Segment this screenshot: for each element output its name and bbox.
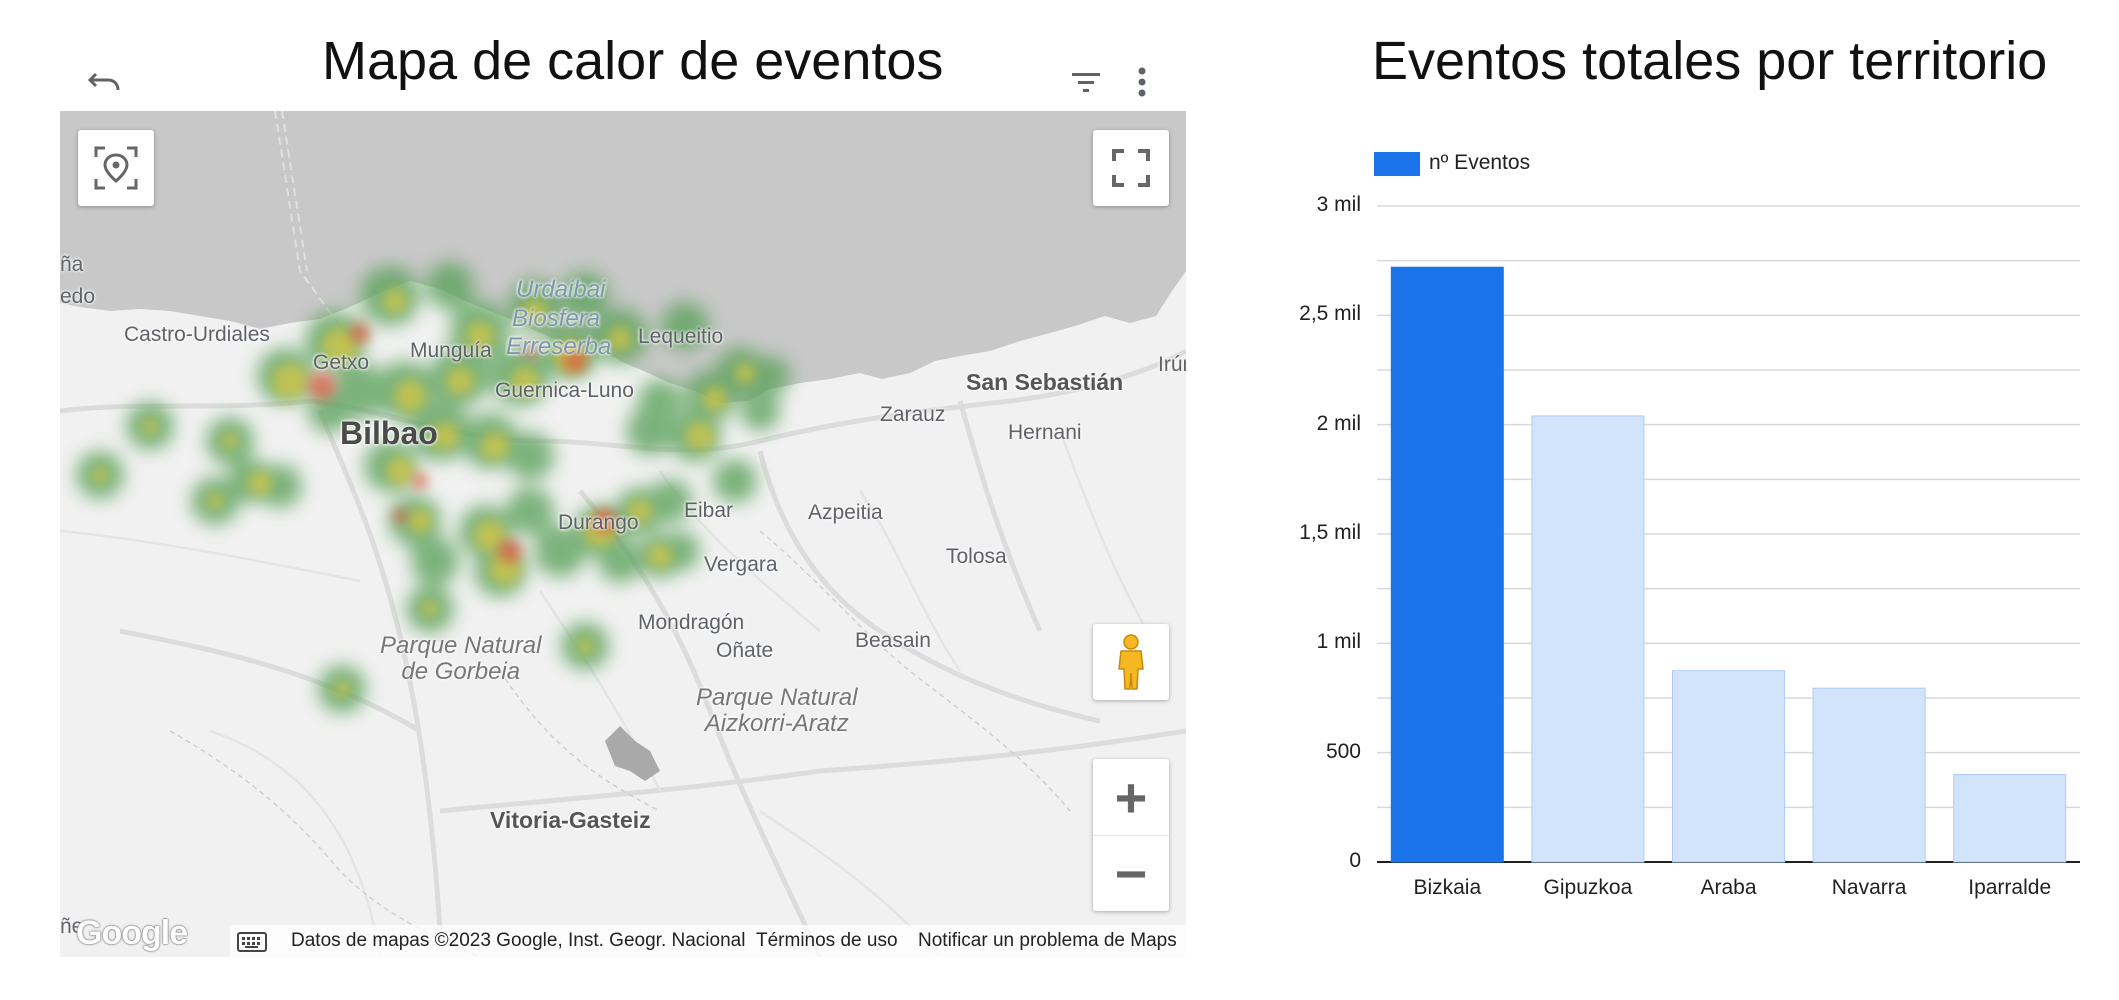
zoom-controls: + − <box>1093 759 1169 911</box>
map-label-guernica-luno: Guernica-Luno <box>495 379 634 402</box>
map-data-attribution: Datos de mapas ©2023 Google, Inst. Geogr… <box>291 930 746 951</box>
map-label-getxo: Getxo <box>313 351 370 374</box>
bar-navarra[interactable] <box>1812 687 1926 863</box>
street-view-pegman-button[interactable] <box>1093 624 1169 700</box>
map-label-vitoria-gasteiz: Vitoria-Gasteiz <box>490 807 651 833</box>
map-attribution-bar: Google Datos de mapas ©2023 Google, Inst… <box>60 914 1186 957</box>
heatmap-map[interactable]: ña edo Castro-Urdiales Getxo Munguía Urd… <box>60 111 1186 957</box>
y-tick-label: 2,5 mil <box>1299 302 1361 326</box>
map-base <box>60 111 1186 957</box>
map-label-gorbeia-text: Parque Natural de Gorbeia <box>380 632 542 685</box>
map-label-zarauz: Zarauz <box>880 403 946 426</box>
map-label-hernani: Hernani <box>1008 421 1082 444</box>
bar-iparralde[interactable] <box>1953 774 2067 863</box>
map-label-aizkorri-text: Parque Natural Aizkorri-Aratz <box>696 684 858 737</box>
attribution-background <box>230 925 1186 957</box>
map-label-mondragon: Mondragón <box>638 611 745 634</box>
legend-label: nº Eventos <box>1429 151 1531 174</box>
map-label-tolosa: Tolosa <box>946 545 1007 568</box>
terms-of-use-link[interactable]: Términos de uso <box>756 930 898 951</box>
map-label-erreserba: Erreserba <box>506 333 612 360</box>
y-tick-label: 500 <box>1325 739 1361 763</box>
map-label-castro-urdiales: Castro-Urdiales <box>124 323 270 346</box>
map-label-san-sebastian: San Sebastián <box>966 369 1124 395</box>
google-logo: Google <box>76 914 188 952</box>
street-view-pegman-icon <box>1118 634 1144 690</box>
keyboard-icon[interactable] <box>237 932 267 957</box>
map-label-aizkorri: Parque Natural Aizkorri-Aratz <box>696 685 857 737</box>
map-label-gorbeia: Parque Natural de Gorbeia <box>380 633 541 685</box>
map-label-biosfera: Biosfera <box>512 305 601 332</box>
map-label-azpeitia: Azpeitia <box>808 501 883 524</box>
map-label-edge3: ñe <box>60 915 84 938</box>
map-label-edge2: edo <box>60 285 96 308</box>
bar-gipuzkoa[interactable] <box>1531 415 1645 863</box>
map-label-lequeitio: Lequeitio <box>638 325 724 348</box>
y-tick-label: 3 mil <box>1316 193 1361 216</box>
my-location-button[interactable] <box>78 130 154 206</box>
report-problem-link[interactable]: Notificar un problema de Maps <box>918 930 1177 951</box>
fullscreen-button[interactable] <box>1093 130 1169 206</box>
bar-araba[interactable] <box>1672 670 1785 863</box>
map-label-urdaibai: Urdaibai <box>516 276 606 303</box>
map-panel-title: Mapa de calor de eventos <box>322 31 944 91</box>
x-tick-label: Bizkaia <box>1413 876 1482 899</box>
y-tick-label: 1,5 mil <box>1299 521 1361 544</box>
map-label-durango: Durango <box>558 511 639 534</box>
undo-icon[interactable] <box>84 62 124 102</box>
map-label-edge1: ña <box>60 253 84 276</box>
map-label-irun: Irún <box>1158 353 1186 376</box>
x-tick-label: Navarra <box>1831 876 1907 899</box>
bar-chart-title: Eventos totales por territorio <box>1372 31 2048 91</box>
y-tick-label: 0 <box>1349 849 1361 872</box>
map-label-vergara: Vergara <box>704 553 778 576</box>
y-tick-label: 1 mil <box>1316 630 1361 654</box>
x-tick-label: Gipuzkoa <box>1543 876 1633 899</box>
map-label-eibar: Eibar <box>684 499 734 522</box>
map-label-beasain: Beasain <box>855 629 931 652</box>
map-label-bilbao: Bilbao <box>340 415 438 451</box>
more-vert-icon[interactable] <box>1122 62 1162 102</box>
filter-icon[interactable] <box>1066 62 1106 102</box>
zoom-out-button[interactable]: − <box>1114 841 1148 905</box>
legend-swatch <box>1374 152 1420 176</box>
x-tick-label: Araba <box>1700 876 1757 899</box>
x-tick-label: Iparralde <box>1968 876 2052 899</box>
map-label-onate: Oñate <box>716 639 774 662</box>
bar-bizkaia[interactable] <box>1390 266 1504 863</box>
fullscreen-icon <box>1112 149 1150 187</box>
zoom-in-button[interactable]: + <box>1093 760 1169 836</box>
map-label-mungia: Munguía <box>410 339 492 362</box>
y-tick-label: 2 mil <box>1316 411 1361 435</box>
my-location-icon <box>94 146 138 190</box>
